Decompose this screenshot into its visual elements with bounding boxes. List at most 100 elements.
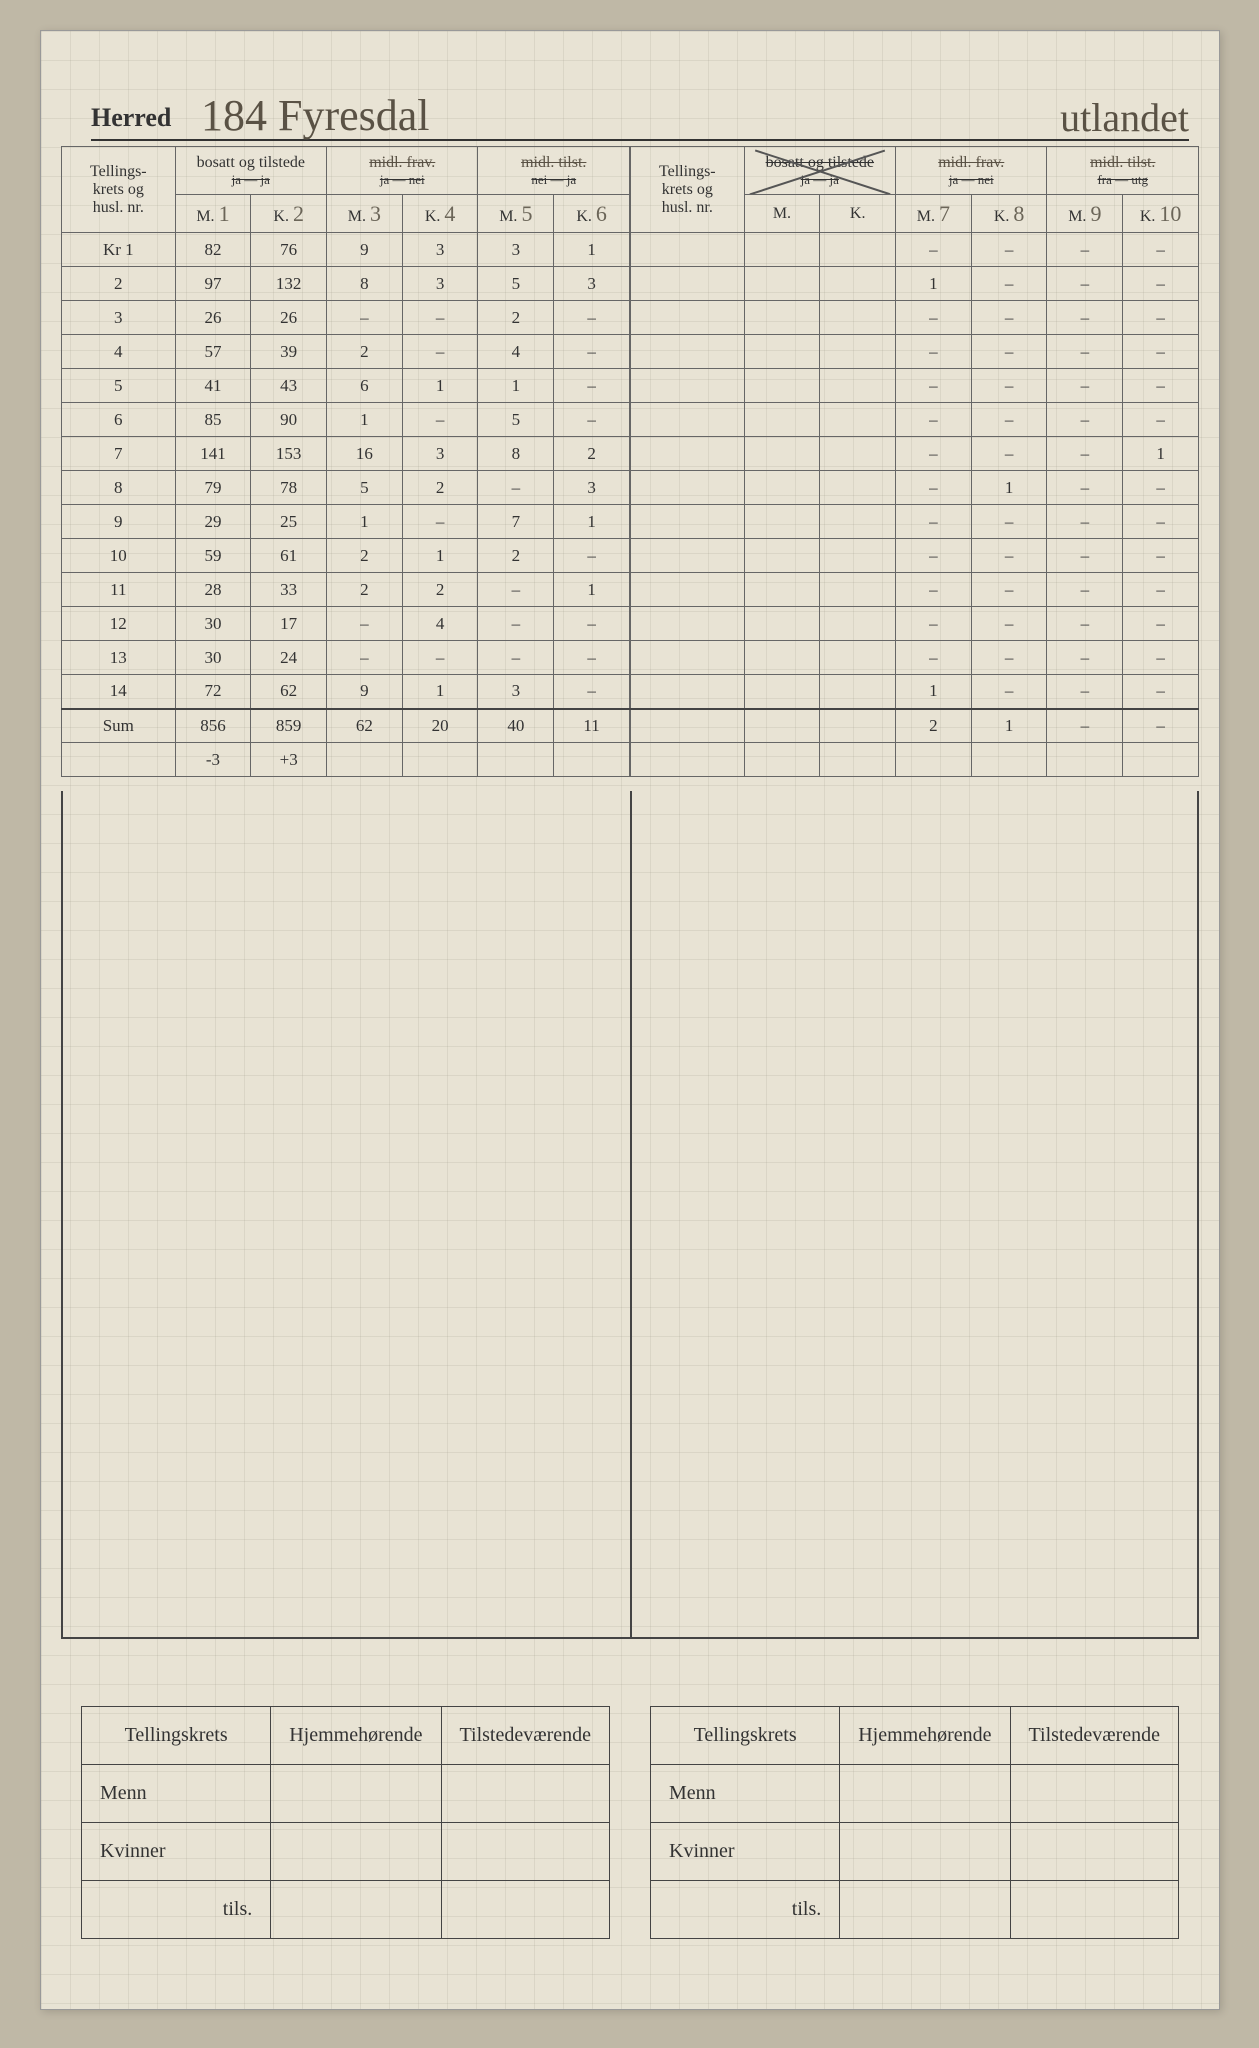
table-row: 133024–––– [62,641,630,675]
mk-l: K. [1140,208,1156,225]
table-row: –––– [631,301,1199,335]
row-label [631,641,745,675]
data-cell: 1 [327,505,403,539]
data-cell: – [971,369,1047,403]
data-cell: 1 [971,709,1047,743]
sum-r1: Kvinner [82,1823,271,1881]
right-g3-text: midl. tilst. [1051,154,1194,172]
data-cell: 1 [402,369,478,403]
row-label: 6 [62,403,176,437]
data-cell [744,743,820,777]
data-cell: – [1047,709,1123,743]
data-cell: 1 [1123,437,1199,471]
data-cell [744,403,820,437]
data-cell: 3 [478,233,554,267]
data-cell: 3 [554,471,630,505]
data-cell: – [1047,539,1123,573]
mk-n: 5 [521,201,532,226]
data-cell: 29 [175,505,251,539]
data-cell [820,539,896,573]
data-cell: – [554,403,630,437]
data-cell [744,301,820,335]
data-cell: 26 [175,301,251,335]
data-cell: 2 [327,539,403,573]
data-cell: – [402,641,478,675]
left-g2-sub: ja — nei [331,172,473,188]
data-cell: – [478,471,554,505]
data-cell: 57 [175,335,251,369]
data-cell: 1 [971,471,1047,505]
table-row: Sum85685962204011 [62,709,630,743]
data-cell: – [1123,573,1199,607]
data-cell: 1 [554,505,630,539]
mk-l: K. [576,208,592,225]
data-cell: – [1123,709,1199,743]
data-cell: 16 [327,437,403,471]
data-cell [744,675,820,709]
data-cell: 30 [175,641,251,675]
data-cell: – [1047,335,1123,369]
mk-n: 9 [1090,201,1101,226]
data-cell: – [971,233,1047,267]
data-cell: – [1047,675,1123,709]
summary-left: Tellingskrets Hjemmehørende Tilstedevære… [81,1706,610,1939]
data-cell: 2 [896,709,972,743]
data-cell: – [478,573,554,607]
data-cell: 2 [327,335,403,369]
data-cell: 90 [251,403,327,437]
data-cell [554,743,630,777]
data-cell: – [971,437,1047,471]
row-label: Kr 1 [62,233,176,267]
row-label: Sum [62,709,176,743]
left-g3: midl. tilst. nei — ja [478,147,630,195]
data-cell [744,267,820,301]
data-cell: 2 [478,301,554,335]
row-label [631,607,745,641]
cell [441,1765,609,1823]
data-cell: 1 [402,675,478,709]
cell [840,1881,1010,1939]
table-row: –––– [631,369,1199,403]
data-cell: – [554,335,630,369]
data-cell: 3 [402,437,478,471]
data-cell: – [402,505,478,539]
data-cell: – [478,607,554,641]
data-cell [820,403,896,437]
right-g2-text: midl. frav. [900,154,1042,172]
table-row: 1––– [631,267,1199,301]
empty-body-area [61,791,1199,1639]
row-label [631,573,745,607]
mk-l: M. [499,208,517,225]
data-cell: – [896,471,972,505]
data-cell: 3 [554,267,630,301]
table-row: –––– [631,573,1199,607]
data-cell: 1 [554,233,630,267]
data-cell: – [896,607,972,641]
data-cell: 26 [251,301,327,335]
data-cell: – [1123,403,1199,437]
data-cell: 97 [175,267,251,301]
data-cell: – [1047,301,1123,335]
data-cell: 59 [175,539,251,573]
data-cell: 1 [896,267,972,301]
data-cell [820,369,896,403]
table-row [631,743,1199,777]
mk: K. 6 [554,195,630,233]
data-cell: 1 [478,369,554,403]
table-row: 21–– [631,709,1199,743]
data-cell: – [1123,641,1199,675]
data-cell: – [327,607,403,641]
data-cell: – [1123,505,1199,539]
data-cell [820,437,896,471]
cell [1010,1881,1178,1939]
data-cell: 30 [175,607,251,641]
data-cell [820,607,896,641]
data-cell: – [1047,369,1123,403]
sum-r0: Menn [82,1765,271,1823]
mk-l: M. [196,208,214,225]
row-label [631,471,745,505]
table-row: -3+3 [62,743,630,777]
data-cell: 2 [327,573,403,607]
data-cell: – [896,403,972,437]
data-cell: 28 [175,573,251,607]
